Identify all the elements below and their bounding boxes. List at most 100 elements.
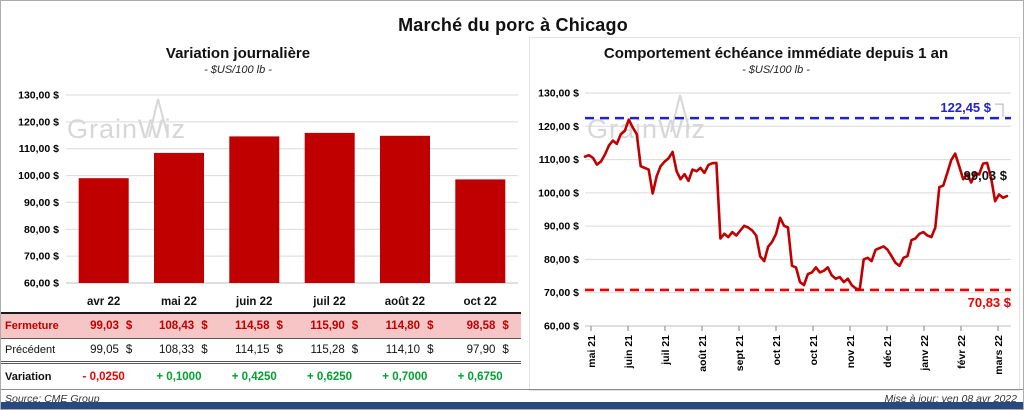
x-tick-label: déc 21 (882, 335, 894, 368)
y-tick-label: 110,00 $ (539, 154, 579, 166)
bar-juin 22 (229, 136, 280, 283)
price-number: 97,90 (466, 344, 496, 356)
price-number: 108,33 (159, 344, 195, 356)
y-tick-label: 70,00 $ (544, 287, 579, 299)
price-number: 114,58 (234, 320, 270, 332)
bar-chart-subtitle: - $US/100 lb - (204, 64, 272, 76)
value-cell: + 0,7000 (382, 371, 428, 383)
currency-symbol: $ (276, 320, 283, 332)
currency-symbol: $ (427, 344, 434, 356)
x-tick-label: mars 22 (993, 335, 1005, 375)
value-cell: - 0,0250 (82, 371, 125, 383)
price-number: 115,28 (310, 344, 345, 356)
value-cell: 98,58 $ (442, 320, 517, 332)
currency-symbol: $ (427, 320, 434, 332)
row-label: Fermeture (5, 320, 59, 332)
month-header: juil 22 (313, 296, 346, 308)
last-price-label: 99,03 $ (964, 168, 1008, 183)
row-label: Variation (5, 371, 52, 383)
y-tick-label: 70,00 $ (24, 251, 59, 263)
bar-mai 22 (154, 152, 204, 283)
y-tick-label: 130,00 $ (538, 88, 579, 100)
value-cell: 114,15 $ (217, 344, 292, 356)
currency-symbol: $ (276, 344, 283, 356)
value-cell: 114,10 $ (367, 344, 442, 356)
y-tick-label: 100,00 $ (538, 187, 579, 199)
price-number: 114,15 (235, 344, 270, 356)
value-cell: + 0,6250 (306, 371, 353, 383)
y-tick-label: 110,00 $ (19, 143, 59, 155)
x-tick-label: nov 21 (845, 335, 857, 368)
line-chart-subtitle: - $US/100 lb - (742, 64, 810, 76)
currency-symbol: $ (125, 344, 133, 356)
bar-chart-title: Variation journalière (165, 45, 311, 62)
bottom-accent-bar (1, 402, 1023, 409)
price-number: 108,43 (159, 320, 195, 332)
high-reference-label: 122,45 $ (940, 100, 991, 115)
bar-juil 22 (304, 132, 355, 283)
price-number: 99,05 (90, 344, 119, 356)
bar-août 22 (380, 135, 430, 283)
value-cell: 115,28 $ (292, 344, 367, 356)
x-tick-label: août 21 (697, 335, 709, 372)
month-header: juin 22 (236, 296, 273, 308)
value-cell: 99,03 $ (66, 320, 141, 332)
value-cell: 99,05 $ (66, 344, 141, 356)
x-tick-label: févr 22 (956, 335, 968, 369)
currency-symbol: $ (125, 320, 133, 332)
x-tick-label: mai 21 (586, 335, 598, 368)
y-tick-label: 100,00 $ (18, 170, 59, 182)
row-label: Précédent (5, 344, 56, 356)
bar-oct 22 (455, 179, 506, 283)
value-cell: 97,90 $ (442, 344, 517, 356)
table-header-row: avr 22 mai 22 juin 22 juil 22 août 22 oct 22 (1, 292, 521, 314)
price-series-line (583, 118, 1009, 291)
month-header: août 22 (384, 296, 425, 308)
line-chart-title: Comportement échéance immédiate depuis 1… (603, 45, 949, 62)
price-table: avr 22 mai 22 juin 22 juil 22 août 22 oct 22 F… (1, 292, 521, 390)
x-tick-label: oct 21 (808, 335, 820, 366)
month-header: oct 22 (463, 296, 497, 308)
page-title: Marché du porc à Chicago (398, 15, 628, 35)
month-header: avr 22 (87, 296, 121, 308)
y-tick-label: 90,00 $ (24, 197, 59, 209)
price-number: 115,90 (310, 320, 345, 332)
table-row: Fermeture 99,03 $108,43 $114,58 $115,90 $114,… (1, 314, 521, 339)
price-number: 114,80 (385, 320, 421, 332)
y-tick-label: 120,00 $ (538, 121, 579, 133)
bar-chart: 130,00 $ 120,00 $ 110,00 $ 100,00 $ 90,00 $ 8… (18, 90, 518, 290)
price-number: 114,10 (385, 344, 421, 356)
watermark-spike (148, 98, 168, 138)
low-reference-label: 70,83 $ (968, 295, 1012, 310)
y-tick-label: 80,00 $ (544, 254, 579, 266)
currency-symbol: $ (502, 344, 509, 356)
y-tick-label: 80,00 $ (24, 224, 59, 236)
x-tick-label: juin 21 (623, 335, 635, 369)
currency-symbol: $ (351, 344, 359, 356)
x-tick-label: sept 21 (734, 335, 746, 371)
x-tick-label: oct 21 (771, 335, 783, 366)
currency-symbol: $ (201, 344, 208, 356)
value-cell: 108,33 $ (141, 344, 216, 356)
value-cell: 115,90 $ (292, 320, 367, 332)
y-tick-label: 60,00 $ (24, 278, 59, 290)
x-tick-label: juil 21 (660, 335, 672, 366)
currency-symbol: $ (502, 320, 509, 332)
y-tick-label: 120,00 $ (18, 116, 59, 128)
month-header: mai 22 (161, 296, 197, 308)
value-cell: + 0,4250 (231, 371, 277, 383)
value-cell: 108,43 $ (141, 320, 216, 332)
line-chart-frame (529, 37, 1020, 391)
currency-symbol: $ (351, 320, 359, 332)
watermark-spike (670, 94, 690, 133)
price-number: 99,03 (90, 320, 119, 332)
bar-avr 22 (78, 178, 129, 283)
label-leader (995, 103, 1004, 118)
value-cell: 114,58 $ (217, 320, 292, 332)
y-tick-label: 90,00 $ (544, 221, 579, 233)
y-tick-label: 130,00 $ (18, 90, 59, 102)
value-cell: + 0,6750 (457, 371, 503, 383)
line-chart: 130,00 $ 120,00 $ 110,00 $ 100,00 $ 90,00 $ 8… (538, 88, 1012, 375)
currency-symbol: $ (201, 320, 208, 332)
